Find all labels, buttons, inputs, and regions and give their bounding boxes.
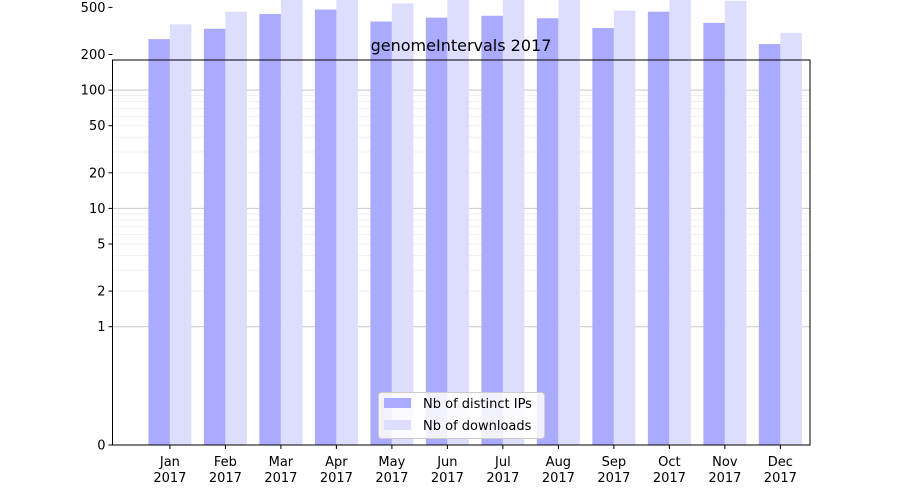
bar-downloads <box>280 0 303 445</box>
bar-distinct-ips <box>314 9 337 446</box>
x-tick-label-year: 2017 <box>153 471 186 486</box>
y-tick-label: 10 <box>89 202 106 217</box>
bar-distinct-ips <box>203 28 226 446</box>
legend: Nb of distinct IPs Nb of downloads <box>378 392 545 439</box>
x-tick-label-month: Apr <box>325 455 348 470</box>
y-tick-label: 1 <box>97 320 105 335</box>
y-tick-label: 100 <box>81 84 106 99</box>
bar-distinct-ips <box>703 22 725 445</box>
x-tick-label-year: 2017 <box>764 471 797 486</box>
bar-downloads <box>336 0 358 445</box>
bar-downloads <box>169 24 192 445</box>
x-tick-label-year: 2017 <box>264 471 297 486</box>
y-tick-label: 200 <box>81 48 106 63</box>
x-tick-label-month: May <box>378 455 405 470</box>
legend-box <box>378 392 545 439</box>
x-tick-label-year: 2017 <box>653 471 686 486</box>
y-tick-label: 0 <box>97 439 105 454</box>
bar-distinct-ips <box>148 39 170 445</box>
y-tick-label: 2 <box>97 285 105 300</box>
x-tick-label-year: 2017 <box>486 471 519 486</box>
bar-downloads <box>558 0 580 445</box>
x-axis: Jan2017Feb2017Mar2017Apr2017May2017Jun20… <box>153 445 797 486</box>
x-tick-label-month: Aug <box>546 455 571 470</box>
x-tick-label-year: 2017 <box>431 471 464 486</box>
bar-distinct-ips <box>370 21 392 446</box>
bar-downloads <box>447 0 469 445</box>
y-tick-label: 20 <box>89 166 106 181</box>
x-tick-label-year: 2017 <box>209 471 242 486</box>
x-tick-label-year: 2017 <box>597 471 630 486</box>
bar-downloads <box>669 0 691 445</box>
x-tick-label-month: Nov <box>712 455 738 470</box>
x-tick-label-month: Jun <box>436 455 457 470</box>
bar-distinct-ips <box>259 13 281 445</box>
x-tick-label-month: Sep <box>602 455 627 470</box>
x-tick-label-month: Mar <box>269 455 294 470</box>
bar-distinct-ips <box>758 44 781 446</box>
bar-downloads <box>724 0 747 446</box>
legend-swatch-downloads <box>384 420 411 430</box>
x-tick-label-month: Dec <box>768 455 793 470</box>
bar-downloads <box>780 32 802 446</box>
y-axis: 01251020501002005001000 <box>81 1 113 454</box>
x-tick-label-month: Feb <box>214 455 237 470</box>
plot-frame <box>112 59 811 446</box>
legend-label-downloads: Nb of downloads <box>423 419 532 434</box>
x-tick-label-year: 2017 <box>375 471 408 486</box>
bars <box>148 0 802 446</box>
x-tick-label-month: Jan <box>159 455 180 470</box>
bar-downloads <box>225 11 247 446</box>
bar-downloads <box>391 3 414 445</box>
x-tick-label-year: 2017 <box>708 471 741 486</box>
bar-distinct-ips <box>592 27 614 445</box>
bar-downloads <box>613 10 636 446</box>
x-tick-label-year: 2017 <box>320 471 353 486</box>
chart-title: genomeIntervals 2017 <box>371 36 552 55</box>
y-tick-label: 50 <box>89 119 106 134</box>
bar-distinct-ips <box>481 15 503 445</box>
bar-downloads <box>502 0 525 445</box>
bar-distinct-ips <box>647 11 670 446</box>
x-tick-label-month: Jul <box>494 455 511 470</box>
y-tick-label: 500 <box>81 1 106 16</box>
bar-distinct-ips <box>536 18 559 446</box>
legend-swatch-ips <box>384 398 411 408</box>
x-tick-label-month: Oct <box>658 455 680 470</box>
x-tick-label-year: 2017 <box>542 471 575 486</box>
bar-distinct-ips <box>425 17 448 446</box>
y-tick-label: 5 <box>97 238 105 253</box>
legend-label-ips: Nb of distinct IPs <box>423 397 532 412</box>
